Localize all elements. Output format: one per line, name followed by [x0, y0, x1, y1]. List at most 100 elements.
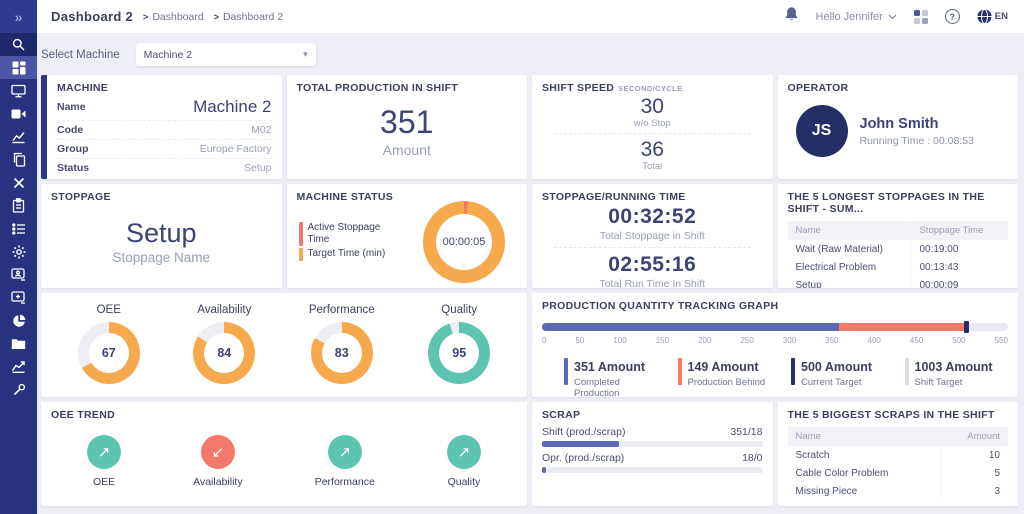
sidebar-item-wrench[interactable]	[0, 378, 37, 401]
legend-swatch-red	[298, 221, 303, 246]
monitor-add-icon	[11, 291, 26, 304]
total-runtime-label: Total Run Time In Shift	[599, 278, 706, 288]
machine-name-label: Name	[57, 101, 86, 113]
sidebar-item-camera[interactable]	[0, 102, 37, 125]
sidebar-item-pie[interactable]	[0, 309, 37, 332]
content: Select Machine Machine 2 ▾ MACHINE Name …	[37, 33, 1024, 514]
total-stoppage-block: 00:32:52 Total Stoppage in Shift	[542, 203, 763, 244]
divider	[554, 133, 751, 135]
production-tracking-bar: 0 50 100 150 200 250 300 350 400 450 500 550	[542, 321, 1008, 345]
total-stoppage-value: 00:32:52	[608, 205, 697, 228]
dashboard-grid-icon	[12, 61, 26, 75]
machine-row-name: Name Machine 2	[57, 94, 272, 121]
apps-grid-icon[interactable]	[913, 9, 928, 24]
sidebar-expand-button[interactable]: »	[0, 0, 37, 33]
sidebar-item-list[interactable]	[0, 217, 37, 240]
sidebar-item-monitor[interactable]	[0, 79, 37, 102]
production-tracking-legend: 351 Amount Completed Production 149 Amoun…	[542, 358, 1008, 397]
total-runtime-value: 02:55:16	[608, 253, 697, 276]
sidebar-item-clipboard[interactable]	[0, 194, 37, 217]
sidebar-item-monitor-add[interactable]	[0, 286, 37, 309]
performance-value: 83	[321, 333, 362, 373]
topbar-actions: Hello Jennifer ? EN	[784, 6, 1008, 27]
total-runtime-block: 02:55:16 Total Run Time In Shift	[542, 251, 763, 288]
machine-row-group: Group Europe Factory	[57, 140, 272, 159]
stoppage-name-label: Stoppage Name	[112, 249, 211, 265]
operator-title: OPERATOR	[787, 82, 849, 94]
quality-value: 95	[439, 333, 480, 373]
col-stoppage-time: Stoppage Time	[910, 221, 1008, 240]
stoppage-value: Setup	[125, 217, 197, 248]
operator-name: John Smith	[859, 115, 939, 132]
trend-availability: ↙ Availability	[193, 434, 243, 488]
scrap-shift-bar	[542, 441, 763, 447]
total-production-unit: Amount	[382, 141, 431, 158]
scrap-shift-row: Shift (prod./scrap) 351/18	[542, 426, 763, 438]
topbar: Dashboard 2 > Dashboard > Dashboard 2 He…	[37, 0, 1024, 33]
sidebar-item-trend[interactable]	[0, 355, 37, 378]
operator-running-time: Running Time : 00:08:53	[859, 134, 974, 147]
sidebar-item-search[interactable]	[0, 33, 37, 56]
search-icon	[11, 37, 26, 52]
oee-trend-card: OEE TREND ↗ OEE ↙ Availability ↗ Perform	[41, 402, 527, 506]
breadcrumb-separator: >	[143, 11, 149, 22]
breadcrumb-dashboard[interactable]: Dashboard	[152, 10, 204, 23]
machine-status-donut-center: 00:00:05	[436, 214, 492, 270]
bell-icon[interactable]	[784, 6, 799, 27]
sidebar-item-dashboard[interactable]	[0, 56, 37, 79]
speed-wo-stop-label: w/o Stop	[633, 118, 671, 130]
completed-production-segment	[542, 323, 840, 331]
stoppage-running-title: STOPPAGE/RUNNING TIME	[542, 191, 686, 203]
col-amount: Amount	[941, 427, 1008, 446]
biggest-scraps-table: Name Amount Scratch 10 Cable Color Probl…	[787, 427, 1008, 500]
shift-speed-title: SHIFT SPEED SECOND/CYCLE	[542, 82, 683, 94]
sidebar-item-tools[interactable]	[0, 171, 37, 194]
col-name: Name	[787, 221, 911, 240]
machine-group-value: Europe Factory	[199, 143, 272, 155]
legend-swatch	[677, 358, 682, 385]
trend-chart-icon	[11, 360, 26, 373]
machine-name-value: Machine 2	[193, 97, 272, 116]
legend-production-behind: 149 Amount Production Behind	[677, 358, 782, 397]
greeting-text: Hello Jennifer	[815, 10, 883, 23]
legend-completed-production: 351 Amount Completed Production	[564, 358, 668, 397]
availability-value: 84	[204, 333, 245, 373]
production-tracking-title: PRODUCTION QUANTITY TRACKING GRAPH	[542, 300, 779, 312]
table-header-row: Name Stoppage Time	[787, 221, 1008, 240]
table-row: Wait (Raw Material) 00:19:00	[788, 240, 1008, 258]
help-icon[interactable]: ?	[944, 9, 960, 24]
scrap-card: SCRAP Shift (prod./scrap) 351/18 Opr. (p…	[532, 402, 773, 506]
wrench-icon	[12, 383, 26, 397]
total-production-card: TOTAL PRODUCTION IN SHIFT 351 Amount	[286, 75, 527, 179]
sidebar-item-monitor-user[interactable]	[0, 263, 37, 286]
longest-stoppages-title: THE 5 LONGEST STOPPAGES IN THE SHIFT - S…	[787, 191, 985, 215]
machine-card: MACHINE Name Machine 2 Code M02 Group Eu…	[41, 75, 282, 179]
sidebar-item-folder[interactable]	[0, 332, 37, 355]
machine-status-card: MACHINE STATUS Active Stoppage Time Targ…	[286, 184, 527, 288]
scrap-title: SCRAP	[542, 409, 581, 421]
chevrons-right-icon: »	[14, 8, 23, 25]
sidebar-item-settings[interactable]	[0, 240, 37, 263]
table-row: Scratch 10	[788, 446, 1008, 464]
legend-target-time: Target Time (min)	[298, 247, 405, 261]
select-machine-label: Select Machine	[41, 48, 120, 61]
total-stoppage-label: Total Stoppage in Shift	[599, 230, 705, 242]
language-switcher[interactable]: EN	[977, 9, 1008, 24]
crossed-tools-icon	[12, 176, 26, 190]
user-menu[interactable]: Hello Jennifer	[816, 11, 897, 23]
machine-select[interactable]: Machine 2 ▾	[135, 43, 316, 66]
machine-filter: Select Machine Machine 2 ▾	[41, 43, 1018, 66]
machine-status-donut: 00:00:05	[423, 201, 505, 283]
machine-status-value: Setup	[244, 162, 272, 174]
trend-oee: ↗ OEE	[87, 434, 122, 488]
longest-stoppages-table: Name Stoppage Time Wait (Raw Material) 0…	[787, 221, 1008, 288]
sidebar-item-chart[interactable]	[0, 125, 37, 148]
gauge-performance: Performance 83	[309, 304, 375, 384]
breadcrumb-dashboard-2[interactable]: Dashboard 2	[222, 10, 284, 23]
legend-shift-target: 1003 Amount Shift Target	[904, 358, 1009, 397]
oee-value: 67	[88, 333, 129, 373]
total-production-title: TOTAL PRODUCTION IN SHIFT	[296, 82, 458, 94]
sidebar-item-documents[interactable]	[0, 148, 37, 171]
gauge-quality: Quality 95	[428, 304, 491, 384]
